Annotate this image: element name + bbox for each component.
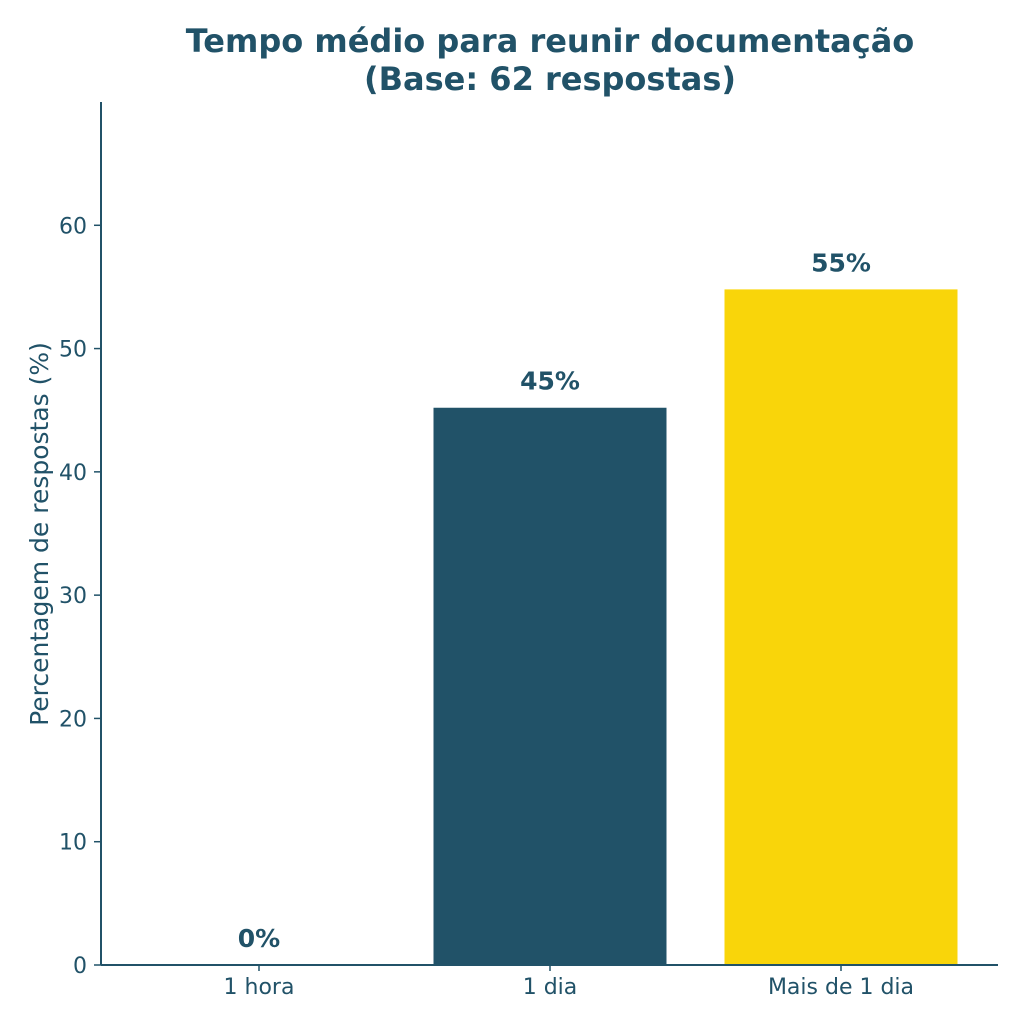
chart-title: Tempo médio para reunir documentação (Ba… <box>40 22 1024 98</box>
chart-title-line-2: (Base: 62 respostas) <box>364 60 736 98</box>
bar-1-dia <box>433 407 667 966</box>
x-tick-label: Mais de 1 dia <box>768 975 914 1000</box>
data-labels-group: 0% 45% 55% <box>238 248 871 953</box>
y-tick-label: 30 <box>59 584 87 609</box>
y-tick-label: 0 <box>73 954 87 979</box>
y-tick-label: 40 <box>59 461 87 486</box>
bars-group <box>433 289 958 966</box>
x-tick-label: 1 dia <box>523 975 578 1000</box>
y-tick-label: 10 <box>59 831 87 856</box>
y-tick-label: 20 <box>59 707 87 732</box>
data-label: 45% <box>520 367 580 396</box>
x-tick-label: 1 hora <box>224 975 295 1000</box>
data-label: 0% <box>238 924 280 953</box>
y-axis: 0 10 20 30 40 50 60 <box>59 102 102 979</box>
x-axis: 1 hora 1 dia Mais de 1 dia <box>101 964 998 1000</box>
y-tick-label: 50 <box>59 338 87 363</box>
data-label: 55% <box>811 248 871 277</box>
y-tick-label: 60 <box>59 214 87 239</box>
chart-title-line-1: Tempo médio para reunir documentação <box>185 22 915 60</box>
bar-mais-de-1-dia <box>724 289 958 965</box>
y-axis-label: Percentagem de respostas (%) <box>25 342 54 726</box>
